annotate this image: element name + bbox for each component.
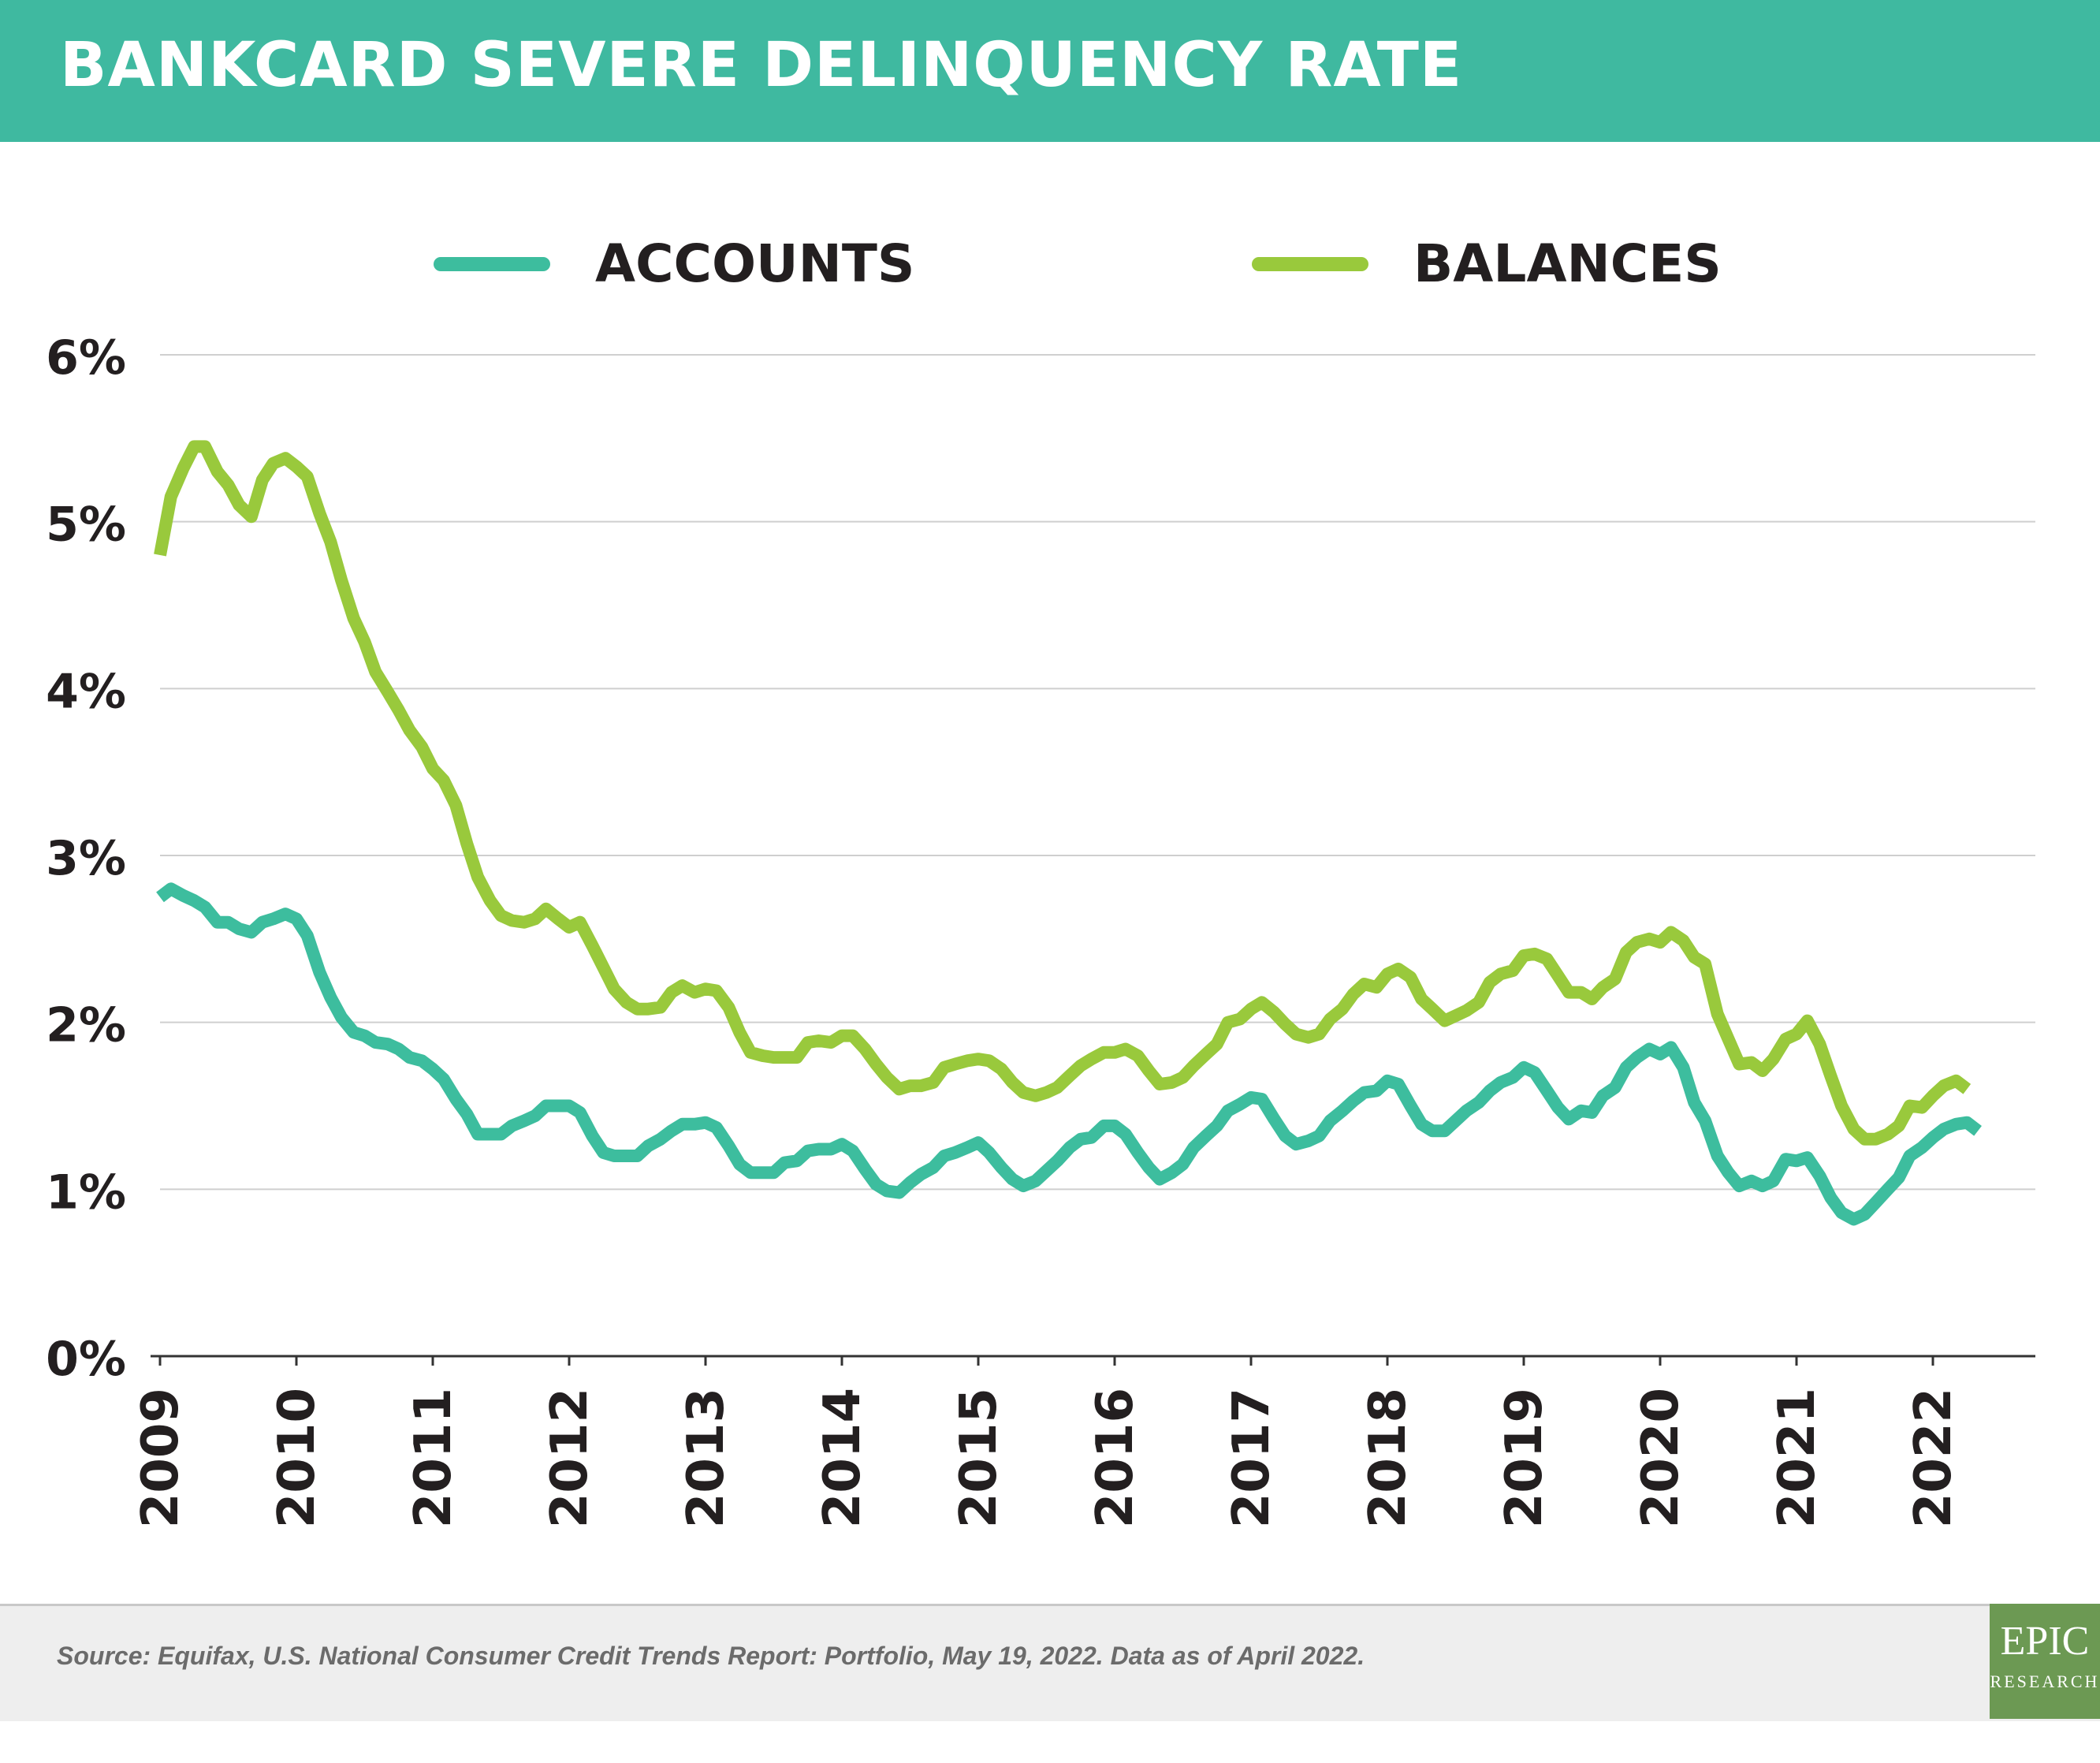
legend-swatch-accounts — [434, 257, 550, 271]
x-tick-label: 2018 — [1359, 1388, 1417, 1528]
y-tick-label: 3% — [46, 831, 126, 886]
series-line-balances — [154, 440, 1972, 1146]
x-tick-label: 2011 — [404, 1388, 463, 1528]
epic-research-logo: EPIC RESEARCH — [1990, 1604, 2100, 1719]
x-tick-label: 2015 — [950, 1388, 1008, 1528]
x-tick-label: 2021 — [1768, 1388, 1826, 1528]
y-tick-label: 4% — [46, 664, 126, 719]
y-tick-label: 1% — [46, 1165, 126, 1220]
x-tick-label: 2013 — [677, 1388, 735, 1528]
x-tick-label: 2010 — [268, 1388, 326, 1528]
y-tick-label: 2% — [46, 998, 126, 1053]
legend-swatch-balances — [1252, 257, 1368, 271]
logo-text: EPIC — [2000, 1619, 2090, 1664]
chart-title: BANKCARD SEVERE DELINQUENCY RATE — [60, 30, 1463, 101]
footer-bar — [0, 1604, 2100, 1721]
line-chart: 0% 1% 2% 3% 4% 5% 6% 2009 2010 2011 2012 2013 2014 20… — [46, 330, 2035, 1528]
title-bar: BANKCARD SEVERE DELINQUENCY RATE — [0, 0, 2100, 142]
x-tick-label: 2017 — [1223, 1388, 1281, 1528]
series-line-accounts — [156, 882, 1982, 1226]
y-tick-label: 6% — [46, 330, 126, 386]
logo-subtext: RESEARCH — [1990, 1672, 2100, 1691]
source-note: Source: Equifax, U.S. National Consumer … — [57, 1642, 1365, 1670]
x-tick-label: 2019 — [1495, 1388, 1554, 1528]
legend-item-balances: BALANCES — [1252, 229, 1804, 300]
legend-label-accounts: ACCOUNTS — [595, 233, 915, 294]
legend-label-balances: BALANCES — [1413, 233, 1722, 294]
x-tick-label: 2009 — [132, 1388, 190, 1528]
y-tick-label: 5% — [46, 498, 126, 553]
x-tick-label: 2016 — [1086, 1388, 1145, 1528]
x-tick-label: 2022 — [1905, 1388, 1963, 1528]
y-tick-label: 0% — [46, 1332, 126, 1387]
legend-item-accounts: ACCOUNTS — [434, 229, 985, 300]
x-tick-label: 2020 — [1632, 1388, 1690, 1528]
x-tick-label: 2014 — [814, 1388, 872, 1528]
x-tick-label: 2012 — [541, 1388, 599, 1528]
